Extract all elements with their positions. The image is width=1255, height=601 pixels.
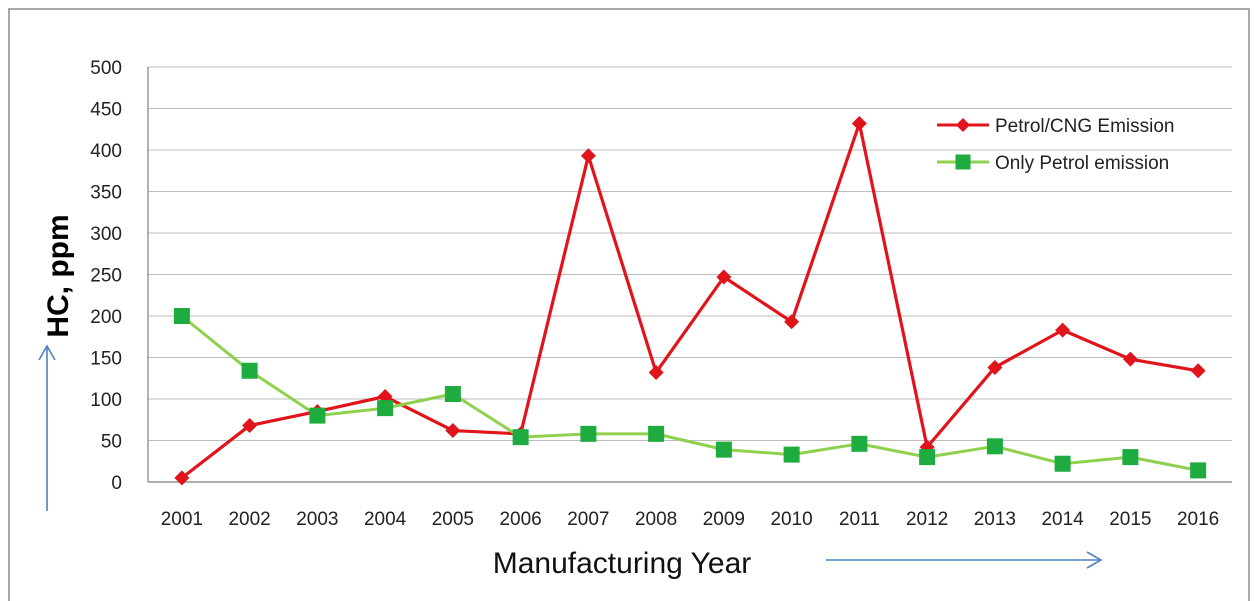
data-point <box>444 386 461 403</box>
data-point <box>1122 449 1139 466</box>
y-tick-label: 0 <box>111 473 122 494</box>
data-point <box>1054 455 1071 472</box>
series-2 <box>173 308 1207 479</box>
data-point <box>377 400 394 417</box>
x-tick-label: 2012 <box>906 509 948 530</box>
legend-marker <box>955 154 971 170</box>
x-tick-label: 2009 <box>703 509 745 530</box>
y-tick-label: 450 <box>90 100 122 121</box>
series-line <box>180 121 1199 480</box>
y-axis-label: HC, ppm <box>42 214 75 337</box>
x-tick-label: 2006 <box>499 509 541 530</box>
axes <box>147 67 1232 483</box>
x-tick-label: 2016 <box>1177 509 1219 530</box>
series-line <box>180 314 1199 472</box>
data-point <box>851 115 867 131</box>
data-point <box>783 446 800 463</box>
data-point <box>512 429 529 446</box>
data-point <box>309 407 326 424</box>
data-point <box>716 269 732 285</box>
data-point <box>648 364 664 380</box>
y-tick-label: 150 <box>90 349 122 370</box>
y-tick-label: 250 <box>90 266 122 287</box>
x-tick-label: 2005 <box>432 509 474 530</box>
chart-frame <box>8 8 1250 601</box>
data-point <box>986 438 1003 455</box>
x-tick-label: 2007 <box>567 509 609 530</box>
data-point <box>851 435 868 452</box>
y-tick-label: 100 <box>90 390 122 411</box>
x-tick-label: 2014 <box>1041 509 1084 530</box>
y-direction-arrow <box>38 344 56 511</box>
data-point <box>987 359 1003 375</box>
x-tick-label: 2013 <box>974 509 1016 530</box>
legend-marker <box>956 118 970 132</box>
y-tick-label: 400 <box>90 141 122 162</box>
data-point <box>648 425 665 442</box>
x-tick-labels: 2001 2002 2003 2004 2005 2006 2007 2008 2009 2010… <box>161 509 1220 530</box>
x-tick-label: 2001 <box>161 509 203 530</box>
legend-entry: Petrol/CNG Emission <box>937 116 1175 137</box>
y-tick-label: 500 <box>90 58 122 79</box>
series <box>173 115 1207 486</box>
data-point <box>1055 322 1071 338</box>
x-tick-label: 2004 <box>364 509 407 530</box>
data-point <box>445 423 461 439</box>
legend: Petrol/CNG Emission Only Petrol emission <box>937 116 1175 174</box>
legend-label: Petrol/CNG Emission <box>995 116 1175 137</box>
data-point <box>919 449 936 466</box>
x-tick-label: 2003 <box>296 509 338 530</box>
x-tick-label: 2008 <box>635 509 677 530</box>
x-tick-label: 2010 <box>770 509 812 530</box>
y-tick-label: 50 <box>101 432 122 453</box>
y-tick-label: 200 <box>90 307 122 328</box>
x-tick-label: 2011 <box>839 509 880 530</box>
data-point <box>174 470 190 486</box>
data-point <box>1190 462 1207 479</box>
data-point <box>173 308 190 324</box>
data-point <box>784 314 800 330</box>
data-point <box>580 425 597 442</box>
data-point <box>1122 351 1138 367</box>
data-point <box>715 441 732 458</box>
x-tick-label: 2002 <box>228 509 270 530</box>
data-point <box>1190 363 1206 379</box>
y-tick-label: 300 <box>90 224 122 245</box>
x-axis-label: Manufacturing Year <box>493 547 752 580</box>
data-point <box>242 418 258 434</box>
x-direction-arrow <box>826 551 1103 569</box>
legend-label: Only Petrol emission <box>995 153 1169 174</box>
y-tick-label: 350 <box>90 183 122 204</box>
data-point <box>241 362 258 379</box>
x-tick-label: 2015 <box>1109 509 1151 530</box>
y-tick-labels: 0 50 100 150 200 250 300 350 400 450 500 <box>90 58 122 494</box>
legend-entry: Only Petrol emission <box>937 153 1169 174</box>
data-point <box>580 148 596 164</box>
